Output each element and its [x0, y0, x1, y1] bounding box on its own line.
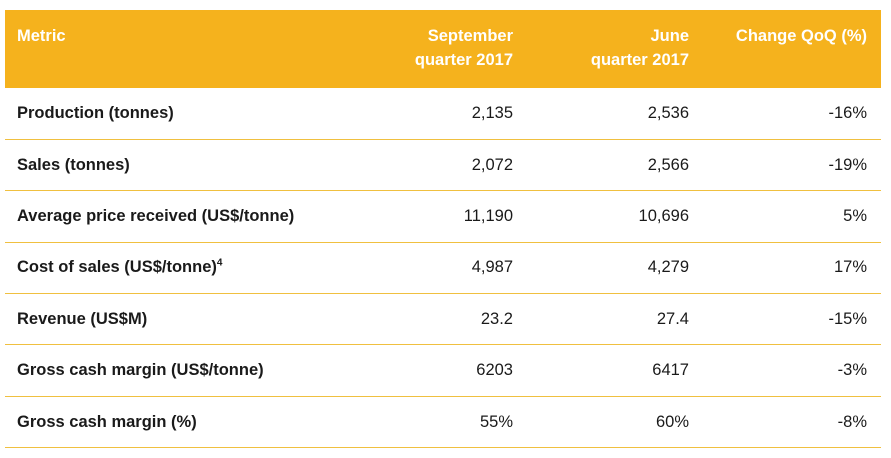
- metric-cell: Gross cash margin (US$/tonne): [5, 345, 345, 396]
- change-value: 17%: [833, 258, 867, 277]
- header-september-line2: quarter 2017: [414, 51, 513, 69]
- table-header: Metric September quarter 2017 June quarter…: [5, 10, 881, 88]
- header-row: Metric September quarter 2017 June quarter…: [5, 10, 881, 88]
- metric-label: Revenue (US$M): [17, 309, 148, 328]
- metric-cell: Gross cash margin (%): [5, 396, 345, 447]
- change-value: -16%: [828, 103, 867, 122]
- table-row: Average price received (US$/tonne) 11,19…: [5, 191, 881, 243]
- header-june-line2: quarter 2017: [590, 51, 689, 69]
- june-value: 2,566: [647, 155, 689, 174]
- header-metric: Metric: [5, 10, 345, 88]
- header-september-quarter: September quarter 2017: [345, 10, 525, 88]
- metric-label: Production (tonnes): [17, 103, 174, 122]
- june-value: 10,696: [638, 206, 689, 225]
- change-value: -3%: [837, 361, 867, 380]
- september-value: 11,190: [463, 206, 513, 225]
- june-value: 2,536: [647, 103, 689, 122]
- metric-label: Gross cash margin (US$/tonne): [17, 361, 264, 380]
- table-row: Sales (tonnes) 2,072 2,566 -19%: [5, 139, 881, 191]
- metric-cell: Sales (tonnes): [5, 139, 345, 190]
- header-september-line1: September: [427, 27, 513, 45]
- metric-cell: Cost of sales (US$/tonne)4: [5, 242, 345, 293]
- table-row: Cost of sales (US$/tonne)4 4,987 4,279 1…: [5, 242, 881, 294]
- header-change-label: Change QoQ (%): [735, 27, 867, 45]
- june-value: 60%: [655, 412, 689, 431]
- footnote-marker: 4: [216, 257, 223, 269]
- header-june-quarter: June quarter 2017: [525, 10, 701, 88]
- table-row: Production (tonnes) 2,135 2,536 -16%: [5, 88, 881, 140]
- metric-label: Average price received (US$/tonne): [17, 206, 295, 225]
- metric-cell: Revenue (US$M): [5, 294, 345, 345]
- change-value: 5%: [843, 206, 867, 225]
- change-value: -19%: [828, 155, 867, 174]
- metric-label: Cost of sales (US$/tonne): [17, 258, 217, 277]
- september-value: 4,987: [471, 258, 513, 277]
- change-value: -15%: [828, 309, 867, 328]
- september-value: 23.2: [480, 309, 513, 328]
- table-row: Gross cash margin (US$/tonne) 6203 6417 …: [5, 345, 881, 397]
- september-value: 2,135: [471, 103, 513, 122]
- metric-cell: Production (tonnes): [5, 88, 345, 139]
- change-value: -8%: [837, 412, 867, 431]
- header-june-line1: June: [650, 27, 689, 45]
- table-row: Revenue (US$M) 23.2 27.4 -15%: [5, 294, 881, 345]
- september-value: 6203: [476, 361, 513, 380]
- header-change-qoq: Change QoQ (%): [701, 10, 881, 88]
- metric-cell: Average price received (US$/tonne): [5, 191, 345, 242]
- metrics-table: Metric September quarter 2017 June quarter…: [5, 10, 881, 448]
- june-value: 6417: [652, 361, 689, 380]
- table-row: Gross cash margin (%) 55% 60% -8%: [5, 396, 881, 448]
- june-value: 27.4: [656, 309, 689, 328]
- metric-label: Sales (tonnes): [17, 155, 130, 174]
- september-value: 55%: [479, 412, 513, 431]
- header-metric-label: Metric: [17, 27, 66, 45]
- metric-label: Gross cash margin (%): [17, 412, 197, 431]
- june-value: 4,279: [647, 258, 689, 277]
- september-value: 2,072: [471, 155, 513, 174]
- table-body: Production (tonnes) 2,135 2,536 -16% Sal…: [5, 88, 881, 448]
